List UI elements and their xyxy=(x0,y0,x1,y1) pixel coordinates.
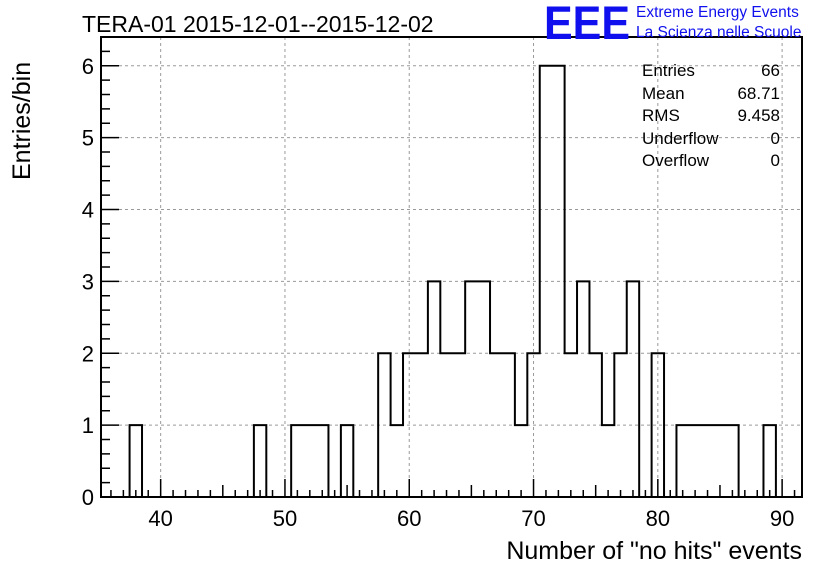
histogram-bin xyxy=(428,281,440,497)
stats-value: 66 xyxy=(761,61,780,80)
histogram-bin xyxy=(676,425,688,497)
stats-label: Mean xyxy=(642,83,685,103)
histogram-bin xyxy=(763,425,775,497)
histogram-bin xyxy=(254,425,266,497)
stats-value: 0 xyxy=(770,128,780,148)
y-tick-label: 5 xyxy=(82,126,94,151)
x-tick-label: 60 xyxy=(397,506,421,531)
logo-caption: Extreme Energy Events La Scienza nelle S… xyxy=(636,3,801,43)
histogram-bin xyxy=(391,425,403,497)
x-tick-label: 50 xyxy=(273,506,297,531)
stats-value: 68.71 xyxy=(737,83,780,103)
x-axis-label: Number of "no hits" events xyxy=(506,537,802,565)
grid-lines xyxy=(101,37,802,497)
chart-title: TERA-01 2015-12-01--2015-12-02 xyxy=(82,11,434,37)
histogram-bin xyxy=(577,281,589,497)
histogram-bin xyxy=(304,425,316,497)
y-tick-label: 1 xyxy=(82,413,94,438)
x-tick-label: 70 xyxy=(521,506,545,531)
histogram-bin xyxy=(701,425,713,497)
histogram-bin xyxy=(515,425,527,497)
y-tick-label: 4 xyxy=(82,198,94,223)
y-tick-label: 3 xyxy=(82,269,94,294)
y-tick-label: 0 xyxy=(82,485,94,510)
histogram-bin xyxy=(602,425,614,497)
stats-value: 0 xyxy=(770,151,780,171)
logo-line-2: La Scienza nelle Scuole xyxy=(636,24,802,41)
eee-logo-letters: EEE xyxy=(544,3,630,43)
stats-row: Underflow 0 xyxy=(642,128,780,151)
y-tick-label: 2 xyxy=(82,341,94,366)
stats-label: RMS xyxy=(642,106,680,126)
x-tick-label: 80 xyxy=(646,506,670,531)
eee-logo: EEE xyxy=(544,3,630,43)
axis-tick-labels: 40 50 60 70 80 90 0 1 2 3 4 5 6 xyxy=(82,54,795,531)
stats-label: Entries xyxy=(642,61,695,80)
stats-label: Underflow xyxy=(642,128,719,148)
x-tick-label: 90 xyxy=(770,506,794,531)
stats-value: 9.458 xyxy=(737,106,780,126)
stats-box: Entries 66 Mean 68.71 RMS 9.458 Underflow 0 … xyxy=(642,60,780,173)
histogram-bin xyxy=(291,425,303,497)
histogram-bin xyxy=(689,425,701,497)
histogram-bin xyxy=(316,425,328,497)
histogram-bin xyxy=(478,281,490,497)
histogram-bin xyxy=(465,281,477,497)
histogram-bin xyxy=(726,425,738,497)
stats-row: Mean 68.71 xyxy=(642,83,780,106)
axis-ticks xyxy=(101,36,796,498)
stats-label: Overflow xyxy=(642,151,710,171)
stats-row: RMS 9.458 xyxy=(642,105,780,128)
stats-row: Entries 66 xyxy=(642,60,780,83)
y-tick-label: 6 xyxy=(82,54,94,79)
stats-row: Overflow 0 xyxy=(642,150,780,173)
histogram-bin xyxy=(627,281,639,497)
histogram-bin xyxy=(130,425,142,497)
x-tick-label: 40 xyxy=(148,506,172,531)
y-axis-label: Entries/bin xyxy=(8,61,36,180)
logo-line-1: Extreme Energy Events xyxy=(636,4,799,21)
